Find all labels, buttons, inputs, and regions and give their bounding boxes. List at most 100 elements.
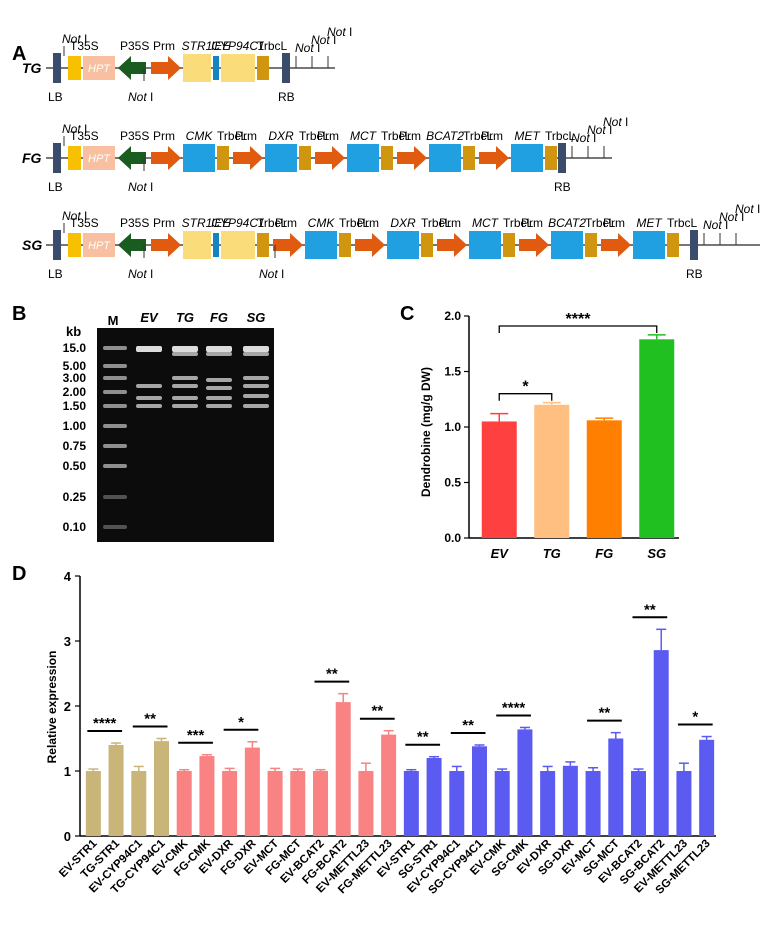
gel-image <box>97 328 274 542</box>
chart-c-ytick-label: 1.0 <box>444 420 461 434</box>
element-label: TrbcL <box>381 129 412 143</box>
chart-d-ytick-label: 3 <box>64 634 71 649</box>
chart-c-ytick-label: 0.5 <box>444 476 461 490</box>
noti-site-label: Not I <box>128 180 153 194</box>
element-label: CMK <box>308 216 336 230</box>
gel-band <box>206 404 232 408</box>
chart-d-bar <box>335 702 351 836</box>
chart-c-ytick-label: 2.0 <box>444 309 461 323</box>
rb-label: RB <box>686 267 703 281</box>
terminator-trbcl <box>217 146 229 170</box>
panel-label-d: D <box>12 563 26 585</box>
noti-label-italic: Not <box>571 131 590 145</box>
noti-site-label: Not I <box>587 123 612 137</box>
element-label: Prm <box>153 39 175 53</box>
element-label: HPT <box>88 240 111 252</box>
noti-label-suffix: I <box>147 267 154 281</box>
noti-label-italic: Not <box>603 115 622 129</box>
noti-site-label: Not I <box>259 267 284 281</box>
chart-d-significance-label: ** <box>144 711 156 728</box>
gel-band <box>172 384 198 388</box>
noti-label-italic: Not <box>62 32 81 46</box>
chart-d-bar <box>403 771 419 836</box>
element-label: TrbcL <box>257 39 288 53</box>
construct-name-fg: FG <box>22 150 42 166</box>
gel-band <box>172 352 198 356</box>
element-label: STR1 <box>182 39 213 53</box>
chart-d-bar <box>653 650 669 836</box>
panel-label-b: B <box>12 303 26 325</box>
terminator-trbcl <box>463 146 475 170</box>
element-hpt <box>83 146 115 170</box>
element-label: Prm <box>153 129 175 143</box>
lb-label: LB <box>48 267 63 281</box>
element-label: MCT <box>350 129 378 143</box>
element-label: IEE <box>211 216 231 230</box>
element-label: DXR <box>268 129 294 143</box>
ladder-band <box>103 464 127 468</box>
element-label: Prm <box>275 216 297 230</box>
element-label: Prm <box>399 129 421 143</box>
noti-site-label: Not I <box>735 202 760 216</box>
gel-band <box>172 346 198 352</box>
noti-label-suffix: I <box>147 90 154 104</box>
noti-label-italic: Not <box>128 180 147 194</box>
chart-d-significance-label: **** <box>502 699 526 716</box>
chart-dendrobine: Dendrobine (mg/g DW) 0.0 0.5 1.0 1.5 2.0 EV TG… <box>419 309 679 561</box>
chart-d-ytick-label: 0 <box>64 829 71 844</box>
noti-label-italic: Not <box>735 202 754 216</box>
element-label: HPT <box>88 63 111 75</box>
noti-label-italic: Not <box>259 267 278 281</box>
promoter-arrow-prm <box>151 146 181 170</box>
noti-site-label: Not I <box>62 32 87 46</box>
gel-band <box>136 396 162 400</box>
element-label: T35S <box>70 216 99 230</box>
gene-cmk <box>305 231 337 259</box>
ladder-band <box>103 346 127 350</box>
noti-site-label: Not I <box>62 122 87 136</box>
element-label: Prm <box>153 216 175 230</box>
chart-c-ytick-label: 1.5 <box>444 365 461 379</box>
chart-c-bar-sg <box>639 339 675 538</box>
promoter-arrow-prm <box>273 233 303 257</box>
gel-band <box>136 346 162 352</box>
noti-site-label: Not I <box>703 218 728 232</box>
promoter-arrow-prm <box>233 146 263 170</box>
chart-d-significance-label: ** <box>417 729 429 746</box>
element-label: BCAT2 <box>548 216 586 230</box>
noti-site-label: Not I <box>295 41 320 55</box>
chart-c-significance-label: * <box>522 379 529 396</box>
gel-band <box>243 346 269 352</box>
gene-bcat2 <box>551 231 583 259</box>
lb-label: LB <box>48 180 63 194</box>
gel-lane-label: FG <box>210 310 228 325</box>
gene-cyp94c1 <box>221 231 255 259</box>
element-label: Prm <box>603 216 625 230</box>
element-label: BCAT2 <box>426 129 464 143</box>
chart-d-significance-label: *** <box>187 727 205 744</box>
noti-label-italic: Not <box>295 41 314 55</box>
element-hpt <box>83 56 115 80</box>
promoter-arrow-prm <box>151 233 181 257</box>
chart-d-significance-label: ** <box>462 717 474 734</box>
element-label: MCT <box>472 216 500 230</box>
chart-d-ytick-label: 1 <box>64 764 71 779</box>
chart-d-significance-label: * <box>238 714 244 731</box>
element-label: TrbcL <box>545 129 576 143</box>
element-label: Prm <box>521 216 543 230</box>
element-label: DXR <box>390 216 416 230</box>
ladder-band <box>103 390 127 394</box>
ladder-band <box>103 495 127 499</box>
gel-band <box>243 376 269 380</box>
noti-label-suffix: I <box>314 41 321 55</box>
gel-band <box>243 404 269 408</box>
ladder-size-label: 1.00 <box>63 419 87 433</box>
element-label: T35S <box>70 39 99 53</box>
chart-d-bar <box>562 765 578 836</box>
rb-border <box>690 230 698 260</box>
promoter-arrow-prm <box>355 233 385 257</box>
chart-d-bar <box>608 738 624 836</box>
noti-label-italic: Not <box>128 267 147 281</box>
chart-c-bar-ev <box>481 421 517 538</box>
gene-cyp94c1 <box>221 54 255 82</box>
